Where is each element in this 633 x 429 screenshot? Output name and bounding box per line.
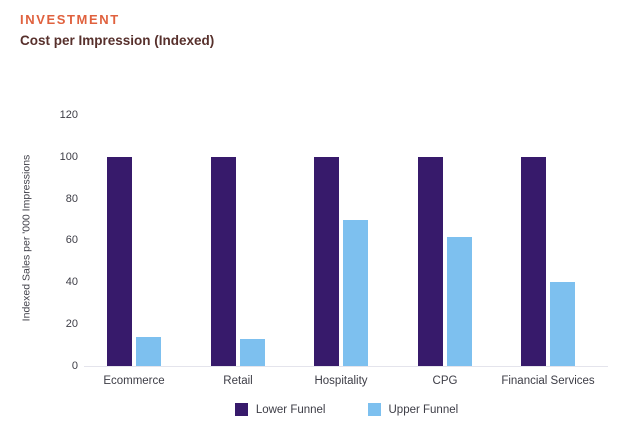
legend-label: Lower Funnel (255, 403, 326, 416)
y-tick-label: 60 (65, 234, 78, 246)
bar-lower-funnel (521, 157, 546, 366)
legend-item-upper-funnel: Upper Funnel (367, 403, 459, 416)
x-category-label: Financial Services (501, 375, 595, 387)
y-tick-label: 80 (65, 193, 78, 205)
y-tick-label: 100 (59, 151, 78, 163)
chart-title: Cost per Impression (Indexed) (20, 33, 215, 48)
x-axis-baseline (84, 366, 608, 367)
y-tick-label: 120 (59, 109, 78, 121)
bar-upper-funnel (550, 282, 575, 366)
y-tick-label: 20 (65, 318, 78, 330)
legend-label: Upper Funnel (388, 403, 459, 416)
lower-funnel-swatch-icon (234, 403, 248, 416)
y-tick-label: 0 (71, 360, 78, 372)
x-category-label: Ecommerce (103, 375, 165, 387)
bar-lower-funnel (107, 157, 132, 366)
eyebrow-label: INVESTMENT (20, 12, 120, 27)
bar-lower-funnel (418, 157, 443, 366)
bar-lower-funnel (314, 157, 339, 366)
bar-lower-funnel (211, 157, 236, 366)
bar-upper-funnel (136, 337, 161, 366)
chart-legend: Lower Funnel Upper Funnel (85, 403, 608, 416)
x-category-label: Hospitality (314, 375, 368, 387)
upper-funnel-swatch-icon (367, 403, 381, 416)
bar-upper-funnel (343, 220, 368, 366)
bar-upper-funnel (240, 339, 265, 366)
y-tick-label: 40 (65, 276, 78, 288)
bar-upper-funnel (447, 237, 472, 366)
legend-item-lower-funnel: Lower Funnel (234, 403, 326, 416)
x-category-label: Retail (223, 375, 253, 387)
x-category-label: CPG (432, 375, 458, 387)
